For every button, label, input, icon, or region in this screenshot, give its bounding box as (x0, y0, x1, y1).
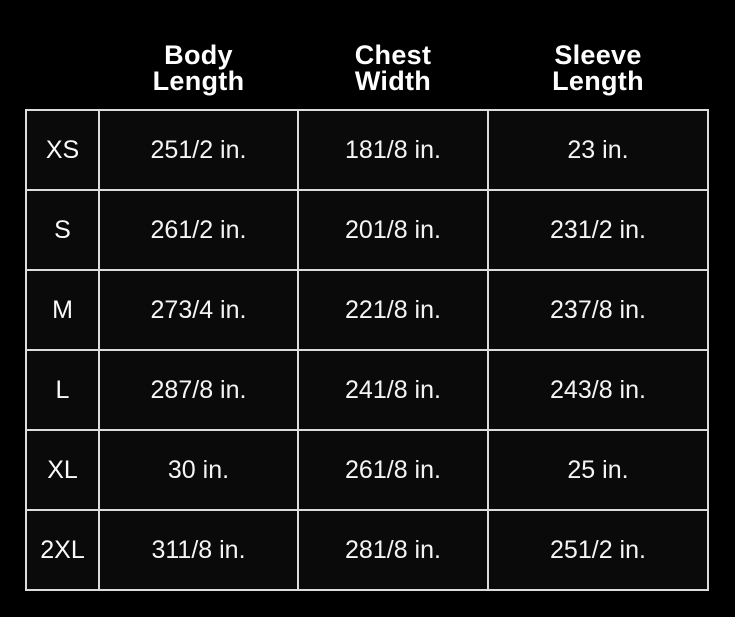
chest-width-cell: 281/8 in. (297, 509, 489, 591)
sleeve-length-cell: 23 in. (487, 109, 709, 191)
header-cell-chest-width: Chest Width (298, 0, 488, 110)
table-row: S 261/2 in. 201/8 in. 231/2 in. (25, 189, 709, 271)
sleeve-length-cell: 251/2 in. (487, 509, 709, 591)
header-chest-line2: Width (354, 66, 432, 96)
body-length-cell: 251/2 in. (98, 109, 299, 191)
size-chart-table: Body Length Chest Width Sleeve Length XS… (25, 0, 709, 591)
body-length-cell: 30 in. (98, 429, 299, 511)
size-label-cell: XL (25, 429, 100, 511)
chest-width-cell: 241/8 in. (297, 349, 489, 431)
body-length-cell: 287/8 in. (98, 349, 299, 431)
sleeve-length-cell: 237/8 in. (487, 269, 709, 351)
chest-width-cell: 221/8 in. (297, 269, 489, 351)
body-length-cell: 311/8 in. (98, 509, 299, 591)
chest-width-cell: 201/8 in. (297, 189, 489, 271)
header-cell-empty (26, 0, 99, 110)
size-label-cell: 2XL (25, 509, 100, 591)
header-body-line1: Body (164, 40, 233, 70)
sleeve-length-cell: 25 in. (487, 429, 709, 511)
header-row: Body Length Chest Width Sleeve Length (26, 0, 708, 110)
header-sleeve-line2: Length (552, 66, 644, 96)
size-label-cell: XS (25, 109, 100, 191)
chest-width-cell: 181/8 in. (297, 109, 489, 191)
size-label-cell: L (25, 349, 100, 431)
table-row: XS 251/2 in. 181/8 in. 23 in. (25, 109, 709, 191)
body-length-cell: 261/2 in. (98, 189, 299, 271)
header-body-line2: Length (152, 66, 245, 96)
size-chart-header: Body Length Chest Width Sleeve Length (26, 0, 708, 110)
header-cell-sleeve-length: Sleeve Length (488, 0, 708, 110)
table-row: L 287/8 in. 241/8 in. 243/8 in. (25, 349, 709, 431)
chest-width-cell: 261/8 in. (297, 429, 489, 511)
table-row: M 273/4 in. 221/8 in. 237/8 in. (25, 269, 709, 351)
sleeve-length-cell: 243/8 in. (487, 349, 709, 431)
header-cell-body-length: Body Length (99, 0, 298, 110)
size-label-cell: S (25, 189, 100, 271)
body-length-cell: 273/4 in. (98, 269, 299, 351)
size-label-cell: M (25, 269, 100, 351)
table-row: XL 30 in. 261/8 in. 25 in. (25, 429, 709, 511)
sleeve-length-cell: 231/2 in. (487, 189, 709, 271)
size-table-body: XS 251/2 in. 181/8 in. 23 in. S 261/2 in… (25, 109, 709, 591)
header-chest-line1: Chest (354, 40, 432, 70)
table-row: 2XL 311/8 in. 281/8 in. 251/2 in. (25, 509, 709, 591)
header-sleeve-line1: Sleeve (554, 40, 642, 70)
